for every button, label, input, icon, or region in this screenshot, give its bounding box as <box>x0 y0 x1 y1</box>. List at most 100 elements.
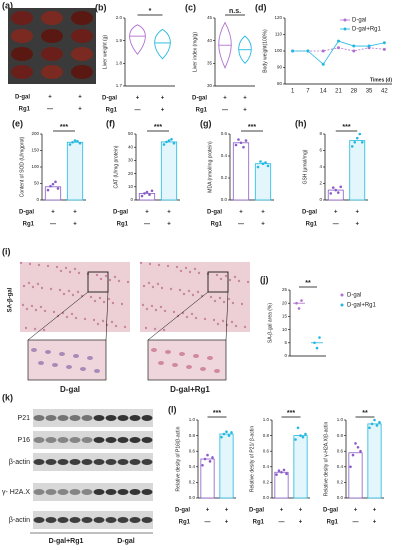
blot-band <box>117 459 129 465</box>
blot-band <box>57 437 69 443</box>
blot-band <box>45 489 57 495</box>
cell <box>172 310 176 314</box>
group-label: Rg1 <box>196 108 208 114</box>
data-point <box>304 432 307 436</box>
panel-letter: (f) <box>106 118 115 128</box>
zoom-guide <box>147 291 209 341</box>
cell <box>73 267 77 271</box>
data-point <box>78 141 82 145</box>
cell <box>46 264 50 268</box>
stain-label: SA-β-gal <box>8 287 14 312</box>
zoom-cell <box>172 363 178 367</box>
y-tick-label: 30 <box>207 83 213 88</box>
bar <box>160 141 178 201</box>
liver <box>71 65 93 79</box>
group-sign: + <box>206 508 210 514</box>
y-tick-label: 20 <box>282 300 288 305</box>
bar <box>138 192 156 201</box>
data-point <box>264 161 267 164</box>
cell <box>151 285 155 289</box>
blot-band <box>81 459 93 465</box>
group-label: D-gal <box>302 210 317 216</box>
data-point <box>285 472 288 476</box>
data-point <box>299 434 302 437</box>
data-point <box>375 424 379 427</box>
data-point <box>54 180 57 184</box>
cell <box>219 277 223 281</box>
y-axis-label: GSH (μmol/mg) <box>302 149 308 184</box>
x-tick-label: 21 <box>335 89 342 95</box>
cell <box>40 286 44 290</box>
cell <box>153 327 157 331</box>
data-point <box>222 432 226 436</box>
significance: ** <box>362 410 368 417</box>
y-tick-label: 0.6 <box>221 131 228 136</box>
cell <box>215 273 219 277</box>
cell <box>185 315 189 319</box>
blot-band <box>33 437 45 443</box>
zoom-cell <box>165 350 171 354</box>
cell <box>98 296 102 300</box>
image-caption: D-gal <box>60 385 80 394</box>
blot-band <box>45 415 57 421</box>
blot-band <box>81 415 93 421</box>
data-point <box>172 141 176 145</box>
blot-band <box>69 437 81 443</box>
data-point <box>170 137 173 141</box>
zoom-cell <box>214 369 220 373</box>
blot-band <box>33 415 45 421</box>
cell <box>28 262 32 266</box>
group-label: Rg1 <box>117 222 129 228</box>
data-point <box>256 165 260 169</box>
group-sign: + <box>355 222 359 228</box>
line-marker <box>321 62 325 66</box>
panel-letter: (g) <box>200 118 212 128</box>
zoom-cell <box>73 354 79 358</box>
data-point <box>359 449 362 453</box>
panel-letter: (e) <box>12 118 23 128</box>
data-point <box>71 140 74 144</box>
cell <box>107 297 111 301</box>
cell <box>62 292 66 296</box>
bar <box>66 141 84 201</box>
panel-letter: (j) <box>260 274 269 284</box>
legend-marker <box>340 293 344 297</box>
data-point <box>230 431 233 434</box>
blot-band <box>33 459 45 465</box>
violin <box>238 35 252 64</box>
y-tick-label: 120 <box>274 15 282 20</box>
group-sign: + <box>239 210 243 216</box>
cell <box>22 284 26 288</box>
cell <box>216 322 220 326</box>
bar <box>219 433 234 499</box>
y-tick-label: 15 <box>282 314 288 319</box>
cell <box>76 290 80 294</box>
cell <box>141 303 145 307</box>
group-label: D-gal <box>192 96 207 102</box>
group-sign: + <box>73 222 77 228</box>
significance: *** <box>287 410 295 417</box>
y-tick-label: 0.4 <box>189 464 196 469</box>
blot-band <box>93 489 105 495</box>
blot-band <box>69 489 81 495</box>
y-tick-label: 0.6 <box>263 448 270 453</box>
data-point <box>261 162 265 165</box>
data-point <box>297 307 301 310</box>
legend-label: D-gal <box>352 18 366 24</box>
zoom-image <box>27 339 107 381</box>
data-point <box>150 189 154 193</box>
data-point <box>244 139 248 142</box>
blot-band <box>81 489 93 495</box>
data-point <box>294 438 297 441</box>
group-sign: — <box>238 222 244 228</box>
y-tick-label: 2 <box>319 181 322 186</box>
panel-letter: (c) <box>185 2 196 12</box>
cell <box>42 328 46 332</box>
zoom-cell <box>66 365 72 369</box>
y-tick-label: 2.0 <box>116 15 123 20</box>
data-point <box>56 187 60 190</box>
cell <box>142 284 146 288</box>
blot-band <box>117 517 129 523</box>
group-sign: + <box>51 210 55 216</box>
cell <box>159 305 163 309</box>
